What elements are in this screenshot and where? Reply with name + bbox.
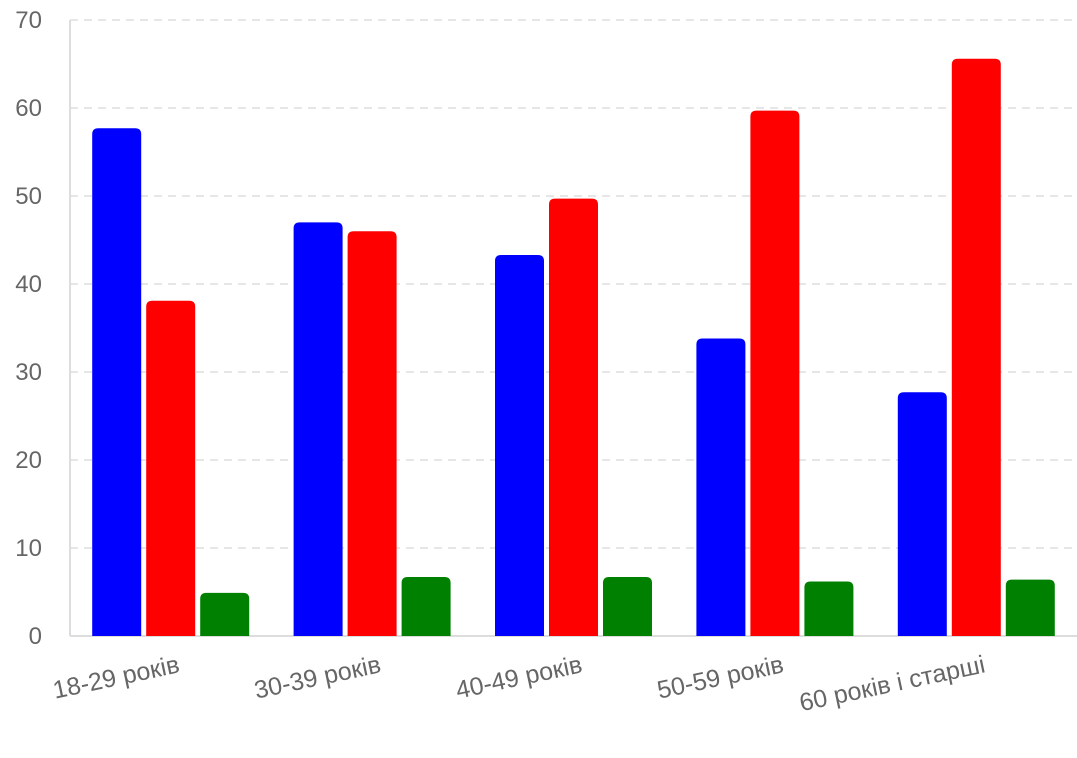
x-tick-label: 40-49 років — [453, 650, 584, 704]
bar — [92, 128, 142, 637]
bar — [401, 577, 451, 636]
y-tick-label: 0 — [29, 623, 42, 650]
y-tick-label: 10 — [15, 535, 42, 562]
bar — [1005, 579, 1055, 636]
x-tick-label: 60 років і старші — [797, 650, 988, 717]
bar — [804, 581, 854, 636]
bar — [200, 592, 250, 636]
bar — [750, 110, 800, 636]
bar — [951, 58, 1001, 637]
x-tick-label: 18-29 років — [50, 650, 181, 704]
bar — [146, 300, 196, 636]
x-tick-label: 30-39 років — [252, 650, 383, 704]
bar — [897, 392, 947, 636]
x-tick-labels: 18-29 років 30-39 років 40-49 років 50-59 р… — [50, 650, 987, 717]
y-tick-label: 60 — [15, 95, 42, 122]
bars — [92, 58, 1055, 637]
bar — [549, 198, 598, 636]
y-tick-label: 40 — [15, 271, 42, 298]
bar — [347, 231, 397, 636]
y-tick-labels: 0 10 20 30 40 50 60 70 — [15, 7, 42, 650]
y-tick-label: 30 — [15, 359, 42, 386]
bar — [495, 254, 544, 636]
bar — [603, 577, 652, 636]
bar — [696, 338, 746, 636]
x-tick-label: 50-59 років — [655, 650, 786, 704]
y-tick-label: 20 — [15, 447, 42, 474]
y-tick-label: 70 — [15, 7, 42, 34]
bar — [293, 222, 343, 636]
y-tick-label: 50 — [15, 183, 42, 210]
